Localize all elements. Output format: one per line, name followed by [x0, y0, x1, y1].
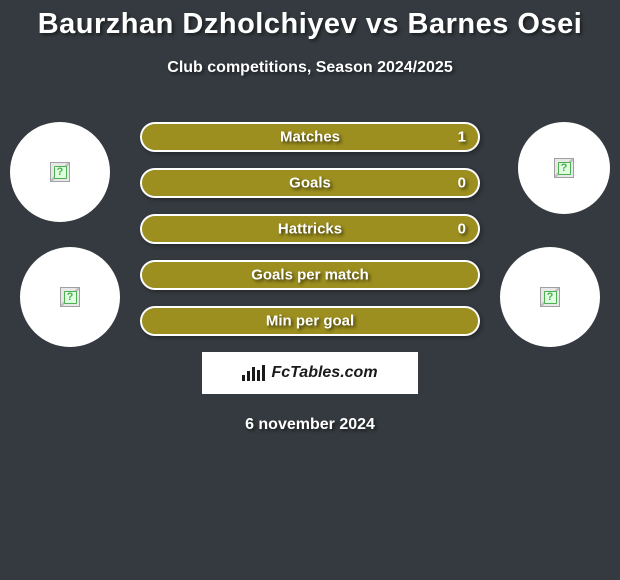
player2-avatar [518, 122, 610, 214]
placeholder-icon [60, 287, 80, 307]
attribution-text: FcTables.com [271, 364, 377, 382]
stat-label: Matches [280, 129, 340, 146]
stat-value-right: 1 [458, 129, 466, 146]
date-text: 6 november 2024 [0, 416, 620, 434]
stat-row-gpm: Goals per match [140, 260, 480, 290]
stat-label: Goals [289, 175, 331, 192]
stat-row-hattricks: Hattricks 0 [140, 214, 480, 244]
stat-label: Goals per match [251, 267, 369, 284]
stat-value-right: 0 [458, 175, 466, 192]
stat-value-right: 0 [458, 221, 466, 238]
chart-icon [242, 365, 265, 381]
stat-label: Min per goal [266, 313, 354, 330]
stat-label: Hattricks [278, 221, 342, 238]
stats-area: Matches 1 Goals 0 Hattricks 0 Goals per … [0, 122, 620, 336]
comparison-infographic: Baurzhan Dzholchiyev vs Barnes Osei Club… [0, 0, 620, 580]
subtitle: Club competitions, Season 2024/2025 [0, 59, 620, 77]
stat-row-matches: Matches 1 [140, 122, 480, 152]
placeholder-icon [554, 158, 574, 178]
player2-club-avatar [500, 247, 600, 347]
placeholder-icon [540, 287, 560, 307]
bar-fill-l [142, 170, 310, 196]
bar-fill-r [310, 170, 478, 196]
stat-row-mpg: Min per goal [140, 306, 480, 336]
placeholder-icon [50, 162, 70, 182]
player1-avatar [10, 122, 110, 222]
page-title: Baurzhan Dzholchiyev vs Barnes Osei [0, 8, 620, 41]
player1-club-avatar [20, 247, 120, 347]
comparison-bars: Matches 1 Goals 0 Hattricks 0 Goals per … [140, 122, 480, 336]
stat-row-goals: Goals 0 [140, 168, 480, 198]
attribution-badge: FcTables.com [202, 352, 418, 394]
